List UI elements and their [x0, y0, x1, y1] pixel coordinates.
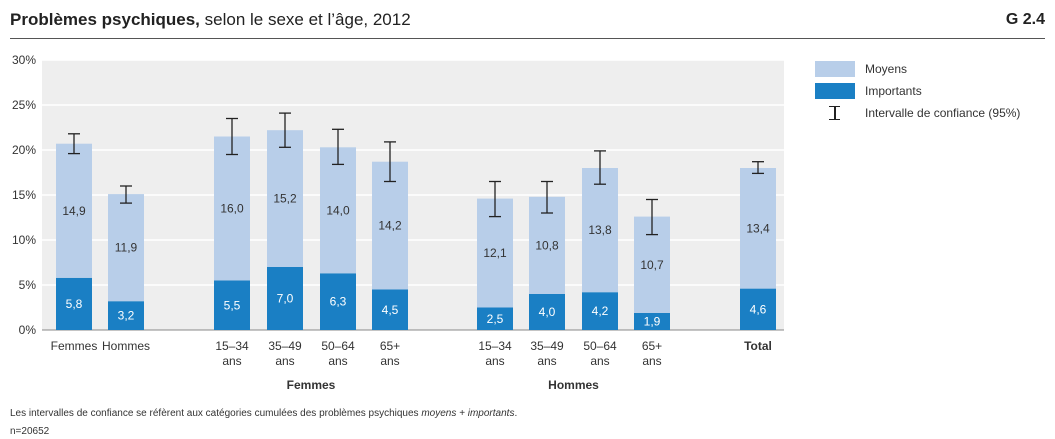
y-tick-label: 0%: [19, 323, 37, 337]
data-label-moyens: 12,1: [483, 246, 507, 260]
bar-importants: [529, 294, 565, 330]
y-tick-label: 5%: [19, 278, 37, 292]
bar-moyens: [267, 130, 303, 267]
x-tick-label: ans: [380, 354, 399, 368]
x-tick-label: 65+: [642, 339, 662, 353]
x-tick-label: 50–64: [321, 339, 355, 353]
group-label: Hommes: [548, 378, 599, 392]
data-label-moyens: 14,0: [326, 203, 350, 217]
data-label-importants: 5,5: [224, 298, 241, 312]
x-tick-label: ans: [537, 354, 556, 368]
bar-importants: [320, 273, 356, 330]
legend-label-moyens: Moyens: [865, 62, 908, 76]
bar-moyens: [320, 147, 356, 274]
data-label-importants: 7,0: [277, 292, 294, 306]
footnote: Les intervalles de confiance se réfèrent…: [10, 408, 517, 419]
y-tick-label: 20%: [12, 143, 36, 157]
bar-moyens: [214, 136, 250, 281]
legend-label-importants: Importants: [865, 84, 922, 98]
bar-importants: [267, 267, 303, 330]
x-tick-label: Hommes: [102, 339, 150, 353]
title-rule: [10, 38, 1045, 39]
y-tick-label: 10%: [12, 233, 36, 247]
bar-importants: [634, 312, 670, 330]
x-tick-label: 50–64: [583, 339, 617, 353]
group-label: Femmes: [287, 378, 336, 392]
legend-item-importants: Importants: [815, 80, 1020, 102]
data-label-moyens: 13,8: [588, 223, 612, 237]
chart-subtitle: selon le sexe et l’âge, 2012: [199, 10, 411, 29]
x-tick-label: ans: [275, 354, 294, 368]
sample-size: n=20652: [10, 426, 50, 437]
bar-importants: [56, 277, 92, 330]
bar-chart: 0% 5% 10% 15% 20% 25% 30% 5,8 14,9 Femmes 3,2 11,9 H…: [12, 53, 784, 392]
x-tick-label: ans: [222, 354, 241, 368]
bar-moyens: [372, 161, 408, 290]
bar-importants: [740, 288, 776, 330]
data-label-importants: 3,2: [118, 309, 135, 323]
data-label-importants: 1,9: [644, 314, 661, 328]
legend-item-ci: Intervalle de confiance (95%): [815, 102, 1020, 124]
x-tick-label: 15–34: [215, 339, 249, 353]
footnote-italic: moyens + importants: [421, 408, 515, 419]
data-label-importants: 5,8: [66, 297, 83, 311]
x-tick-label: Total: [744, 339, 772, 353]
data-label-importants: 4,6: [750, 302, 767, 316]
bar-importants: [477, 307, 513, 330]
bar-importants: [214, 280, 250, 330]
bar-importants: [582, 292, 618, 330]
bar-moyens: [56, 143, 92, 278]
legend-swatch-importants: [815, 83, 855, 99]
data-label-moyens: 14,9: [62, 204, 86, 218]
x-tick-label: ans: [642, 354, 661, 368]
data-label-moyens: 10,8: [535, 238, 559, 252]
x-tick-label: Femmes: [51, 339, 98, 353]
x-tick-label: ans: [328, 354, 347, 368]
data-label-moyens: 14,2: [378, 219, 402, 233]
data-label-importants: 4,0: [539, 305, 556, 319]
data-label-moyens: 16,0: [220, 202, 244, 216]
x-tick-label: 35–49: [530, 339, 564, 353]
legend: Moyens Importants Intervalle de confianc…: [815, 58, 1020, 124]
data-label-importants: 4,5: [382, 303, 399, 317]
bar-moyens: [740, 168, 776, 289]
bar-importants: [372, 289, 408, 330]
legend-swatch-moyens: [815, 61, 855, 77]
legend-label-ci: Intervalle de confiance (95%): [865, 106, 1021, 120]
chart-title-row: Problèmes psychiques, selon le sexe et l…: [10, 8, 1045, 32]
data-label-moyens: 10,7: [640, 258, 664, 272]
x-tick-label: 35–49: [268, 339, 302, 353]
figure-id: G 2.4: [1005, 11, 1045, 28]
y-tick-label: 15%: [12, 188, 36, 202]
data-label-importants: 4,2: [592, 304, 609, 318]
y-tick-label: 25%: [12, 98, 36, 112]
data-label-moyens: 11,9: [115, 241, 138, 255]
footnote-text: Les intervalles de confiance se réfèrent…: [10, 408, 422, 419]
legend-item-moyens: Moyens: [815, 58, 1020, 80]
x-tick-label: ans: [485, 354, 504, 368]
footnote-end: .: [514, 408, 518, 419]
bar-moyens: [108, 194, 144, 302]
data-label-moyens: 15,2: [273, 192, 297, 206]
bar-moyens: [582, 168, 618, 293]
chart-title: Problèmes psychiques,: [10, 10, 200, 29]
x-tick-label: ans: [590, 354, 609, 368]
x-tick-label: 15–34: [478, 339, 512, 353]
bar-importants: [108, 301, 144, 330]
y-tick-label: 30%: [12, 53, 36, 67]
data-label-importants: 6,3: [330, 295, 347, 309]
data-label-moyens: 13,4: [746, 221, 770, 235]
error-bar-icon: [815, 105, 855, 121]
x-tick-label: 65+: [380, 339, 400, 353]
data-label-importants: 2,5: [487, 312, 504, 326]
